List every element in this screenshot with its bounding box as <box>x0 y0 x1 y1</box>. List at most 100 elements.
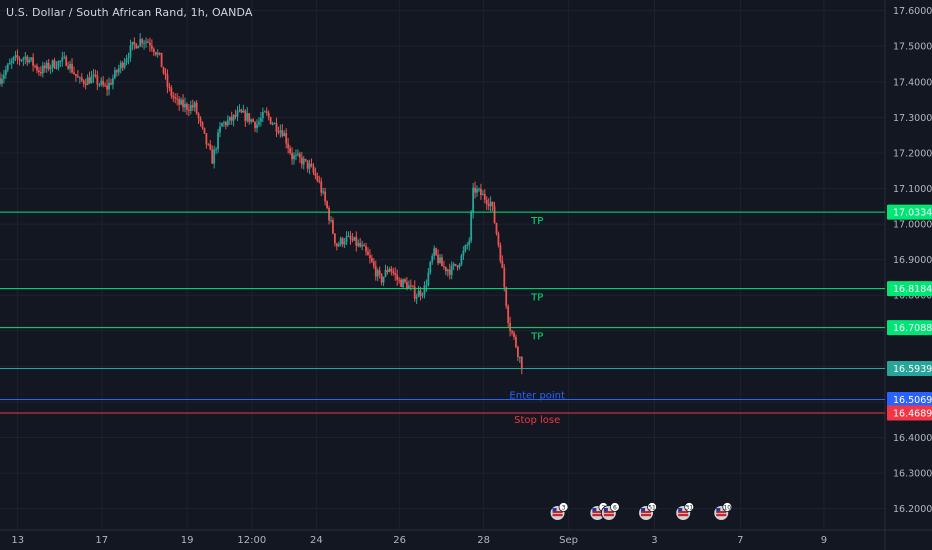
candle-body <box>38 70 40 72</box>
event-flag-canton <box>641 508 646 512</box>
candle-body <box>429 261 432 273</box>
candle-body <box>267 112 270 118</box>
price-tick-label: 17.10000 <box>893 184 932 195</box>
candle-body <box>296 153 299 155</box>
candle-body <box>337 244 340 247</box>
candle-body <box>491 201 494 207</box>
candle-body <box>474 187 476 193</box>
candle-body <box>154 52 157 55</box>
candle-body <box>341 238 344 245</box>
candle-body <box>481 194 484 196</box>
tp-level-2-price-label: 16.81845 <box>893 284 932 295</box>
event-flag-canton <box>603 508 608 512</box>
candle-body <box>61 57 64 62</box>
candle-body <box>291 152 293 160</box>
candle-body <box>182 99 184 108</box>
tp-level-1-price-badge <box>887 204 932 220</box>
enter-point-tag: Enter point <box>509 390 565 401</box>
candle-body <box>448 269 451 275</box>
candle-body <box>55 67 58 69</box>
candle-body <box>273 123 276 125</box>
candle-body <box>147 41 149 43</box>
time-tick-label: 3 <box>651 535 657 546</box>
candle-body <box>209 144 212 150</box>
event-flag-stripe <box>552 511 563 514</box>
candle-body <box>166 74 169 88</box>
candle-body <box>505 287 508 307</box>
candle-body <box>47 62 50 70</box>
candle-body <box>421 294 424 296</box>
candle-body <box>112 78 114 85</box>
event-count-label: 10 <box>723 505 731 512</box>
candle-body <box>359 242 362 247</box>
candle-body <box>84 83 87 85</box>
candle-body <box>376 270 379 277</box>
candle-body <box>189 105 192 111</box>
candle-body <box>265 111 268 113</box>
candle-body <box>199 118 202 123</box>
candle-body <box>28 59 31 63</box>
candle-body <box>106 85 108 90</box>
candle-body <box>382 276 385 283</box>
candle-body <box>162 67 165 74</box>
candle-body <box>102 80 105 86</box>
time-tick-label: 28 <box>477 535 490 546</box>
event-flag-stripe <box>641 511 652 514</box>
event-flag-stripe <box>716 514 727 517</box>
candle-body <box>417 290 420 298</box>
candle-body <box>370 258 373 262</box>
event-count-label: 31 <box>685 505 693 512</box>
candle-body <box>4 69 7 75</box>
candle-body <box>149 42 151 46</box>
candle-body <box>150 45 153 49</box>
candle-body <box>203 127 206 134</box>
event-count-badge <box>684 502 695 512</box>
candle-body <box>232 114 235 121</box>
candle-body <box>333 233 336 244</box>
candle-body <box>186 103 188 110</box>
candle-body <box>86 77 89 85</box>
candle-body <box>433 248 436 257</box>
price-tick-label: 17.00000 <box>893 220 932 231</box>
time-tick-label: 13 <box>11 535 24 546</box>
event-flag-canton <box>716 508 721 512</box>
candle-body <box>256 124 258 129</box>
candle-body <box>96 75 99 85</box>
candle-body <box>252 119 255 122</box>
candle-body <box>43 65 46 69</box>
candle-body <box>123 62 126 68</box>
event-count-label: 6 <box>613 505 617 512</box>
candle-body <box>450 265 453 275</box>
candle-body <box>365 246 367 252</box>
candle-body <box>318 180 321 182</box>
candle-body <box>351 239 354 241</box>
candle-body <box>195 102 198 114</box>
time-tick-label: 7 <box>737 535 743 546</box>
candle-body <box>520 356 523 370</box>
event-flag-stripe <box>603 511 614 514</box>
candle-body <box>32 57 34 66</box>
price-tick-label: 16.90000 <box>893 255 932 266</box>
candle-body <box>73 72 75 75</box>
candle-body <box>176 98 179 100</box>
candle-body <box>472 187 475 213</box>
candle-body <box>367 251 369 256</box>
price-tick-label: 17.60000 <box>893 6 932 17</box>
candle-body <box>110 82 112 85</box>
candle-body <box>24 56 27 59</box>
candle-body <box>119 62 122 69</box>
time-tick-label: 26 <box>393 535 406 546</box>
candle-body <box>330 220 332 222</box>
candle-body <box>361 245 364 247</box>
time-tick-label: 12:00 <box>237 535 266 546</box>
candle-body <box>425 285 428 287</box>
time-tick-label: 24 <box>310 535 323 546</box>
candle-body <box>184 103 186 108</box>
candle-body <box>261 112 264 119</box>
candle-body <box>226 120 229 126</box>
candle-body <box>259 118 262 122</box>
candle-body <box>39 71 42 74</box>
event-flag-stripe <box>592 511 603 514</box>
